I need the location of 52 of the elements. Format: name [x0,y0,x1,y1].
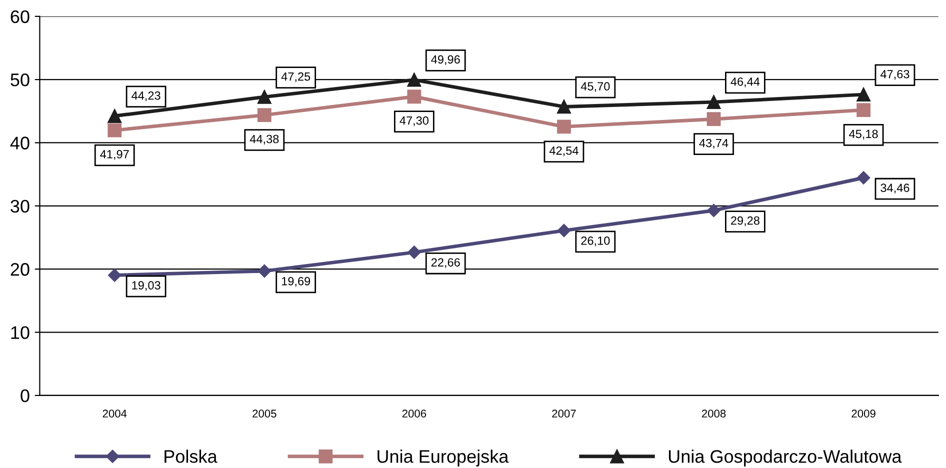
y-tick-label: 30 [10,200,30,213]
point [408,246,421,259]
point [557,120,571,134]
data-label: 45,70 [580,82,610,92]
y-tick-label: 40 [10,136,30,150]
point [258,264,271,278]
data-label: 19,69 [282,276,310,287]
point [707,204,720,218]
point [407,90,422,104]
x-tick-label: 2009 [852,410,876,418]
data-label: 45,18 [849,130,878,140]
y-tick-label: 10 [11,326,30,339]
data-label: 19,03 [132,281,160,291]
x-tick-label: 2006 [402,410,426,418]
data-label: 44,23 [132,91,160,102]
point [257,90,272,104]
point [257,108,272,122]
data-label: 47,25 [281,72,310,82]
point [108,123,122,138]
data-label: 41,97 [100,150,129,160]
x-tick-label: 2004 [102,410,127,418]
data-label: 49,96 [431,55,460,65]
data-label: 29,28 [731,216,760,226]
point [856,103,870,117]
data-label: 22,66 [431,258,460,268]
data-label: 46,44 [730,77,760,88]
data-label: 43,74 [699,138,728,149]
y-tick-label: 60 [10,10,30,24]
y-tick-label: 20 [10,263,30,276]
x-tick-label: 2007 [552,410,576,418]
point [108,109,122,123]
point [706,112,721,126]
data-label: 34,46 [880,184,910,194]
data-label: 42,54 [549,146,578,156]
point [856,171,870,184]
legend-label: Unia Europejska [378,450,509,466]
point [108,268,122,282]
point [557,100,571,114]
data-label: 47,30 [400,116,428,126]
y-tick-label: 0 [20,389,30,402]
data-label: 26,10 [581,236,610,246]
x-tick-label: 2005 [252,410,276,418]
y-tick-label: 50 [10,73,30,86]
legend-label: Polska [164,450,218,463]
point [407,72,422,87]
point [706,95,721,109]
legend-label: Unia Gospodarczo-Walutowa [668,450,902,466]
data-label: 44,38 [250,134,279,145]
point [557,224,571,238]
data-label: 47,63 [880,70,910,80]
x-tick-label: 2008 [702,410,726,418]
point [856,88,870,102]
